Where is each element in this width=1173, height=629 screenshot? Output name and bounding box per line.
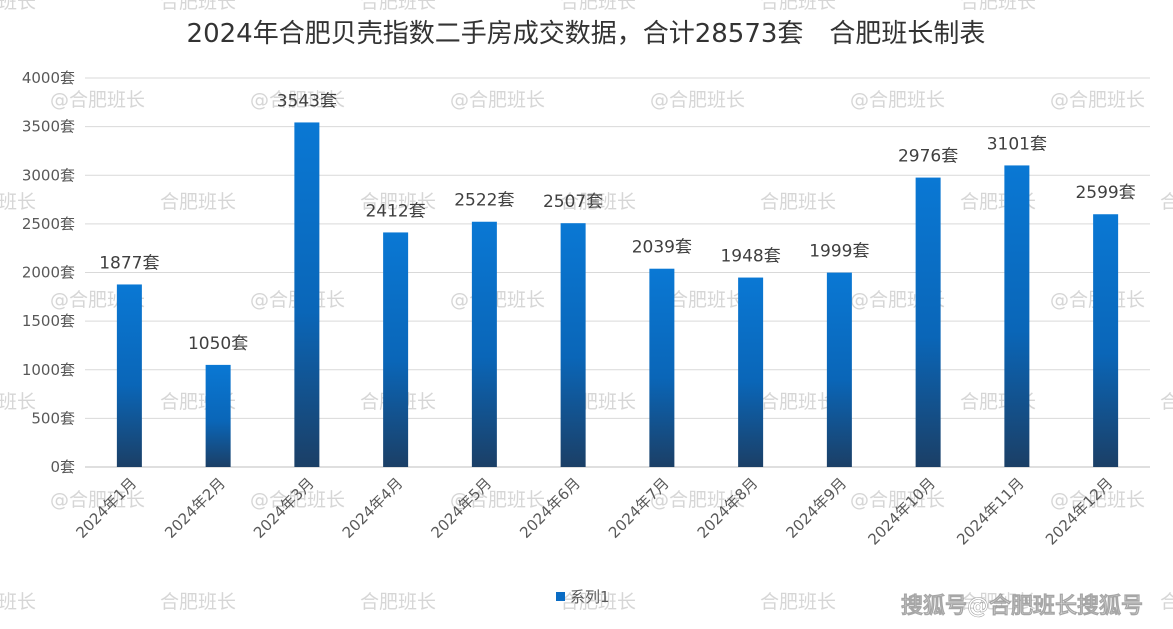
watermark-text: 合肥班长 [360, 591, 436, 613]
watermark-text: 合肥班长 [0, 0, 36, 13]
chart-title: 2024年合肥贝壳指数二手房成交数据，合计28573套 合肥班长制表 [187, 19, 986, 49]
data-label: 3543套 [277, 91, 337, 111]
watermark-text: 合肥班长 [1160, 591, 1173, 613]
data-label: 1948套 [720, 247, 780, 267]
data-label: 2976套 [898, 147, 958, 167]
watermark-text: @合肥班长 [850, 489, 945, 511]
watermark-text: 合肥班长 [760, 0, 836, 13]
watermark-text: @合肥班长 [650, 489, 745, 511]
bar [649, 268, 675, 467]
y-tick-label: 500套 [31, 409, 75, 427]
watermark-text: 合肥班长 [0, 191, 36, 213]
watermark-text: 合肥班长 [1160, 391, 1173, 413]
bar [826, 272, 852, 467]
data-labels: 1877套 1050套 3543套 2412套 2522套 2507套 2039套 1948套… [99, 91, 1136, 353]
watermark-text: 合肥班长 [960, 591, 1036, 613]
data-label: 1877套 [99, 253, 159, 273]
watermark-text: @合肥班长 [450, 89, 545, 111]
bar [1004, 165, 1030, 468]
bar [738, 277, 764, 467]
bar [915, 177, 941, 468]
watermark-text: @合肥班长 [50, 489, 145, 511]
watermark-text: @合肥班长 [850, 89, 945, 111]
watermark-text: @合肥班长 [450, 289, 545, 311]
watermark-text: 合肥班长 [760, 191, 836, 213]
data-label: 2412套 [365, 201, 425, 221]
bar [560, 223, 586, 467]
watermark-text: 合肥班长 [360, 191, 436, 213]
y-tick-label: 2500套 [22, 215, 75, 233]
watermark-text: @合肥班长 [450, 489, 545, 511]
y-tick-label: 0套 [50, 458, 75, 476]
legend-swatch [556, 592, 565, 601]
watermark-text: @合肥班长 [250, 89, 345, 111]
watermark-text: 合肥班长 [0, 591, 36, 613]
watermark-text: 合肥班长 [160, 191, 236, 213]
y-tick-label: 3000套 [22, 166, 75, 184]
y-tick-label: 3500套 [22, 118, 75, 136]
watermark-text: 合肥班长 [160, 0, 236, 13]
x-tick-label: 2024年10月 [865, 474, 939, 548]
data-label: 1999套 [809, 242, 869, 262]
y-axis-ticks: 0套 500套 1000套 1500套 2000套 2500套 3000套 3500套 4000… [22, 69, 75, 476]
bar [471, 221, 497, 467]
legend: 系列1 [556, 588, 610, 606]
bar [1093, 214, 1119, 467]
y-tick-label: 2000套 [22, 264, 75, 282]
source-badge: 搜狐号@合肥班长搜狐号 [901, 593, 1144, 620]
watermark-text: 合肥班长 [1160, 191, 1173, 213]
watermark-text: @合肥班长 [650, 89, 745, 111]
source-badge-text: 搜狐号@合肥班长搜狐号 [901, 593, 1143, 619]
data-label: 3101套 [987, 134, 1047, 154]
bars [116, 122, 1119, 468]
watermark-text: @合肥班长 [1050, 89, 1145, 111]
bar [116, 284, 142, 467]
watermark-text: 合肥班长 [560, 591, 636, 613]
watermark-text: 合肥班长 [560, 0, 636, 13]
y-tick-label: 1500套 [22, 312, 75, 330]
gridlines [85, 77, 1150, 419]
watermark-text: 合肥班长 [160, 591, 236, 613]
watermark-text: 合肥班长 [360, 0, 436, 13]
data-label: 2507套 [543, 192, 603, 212]
bar [383, 232, 409, 467]
x-axis-ticks: 2024年1月 2024年2月 2024年3月 2024年4月 2024年5月 2024年… [73, 474, 1117, 548]
y-tick-label: 1000套 [22, 361, 75, 379]
bar [205, 364, 231, 467]
watermark-text: @合肥班长 [250, 489, 345, 511]
watermark-text: 合肥班长 [0, 391, 36, 413]
x-tick-label: 2024年2月 [161, 474, 229, 542]
watermark-text: 合肥班长 [760, 391, 836, 413]
y-tick-label: 4000套 [22, 69, 75, 87]
x-tick-label: 2024年4月 [339, 474, 407, 542]
watermark-text: 合肥班长 [960, 0, 1036, 13]
x-tick-label: 2024年11月 [953, 474, 1027, 548]
x-tick-label: 2024年12月 [1042, 474, 1116, 548]
watermark-text: @合肥班长 [1050, 489, 1145, 511]
x-tick-label: 2024年9月 [783, 474, 851, 542]
data-label: 2522套 [454, 191, 514, 211]
watermark-text: @合肥班长 [50, 89, 145, 111]
data-label: 1050套 [188, 334, 248, 354]
data-label: 2599套 [1075, 183, 1135, 203]
bar [294, 122, 320, 468]
legend-label: 系列1 [570, 588, 610, 606]
watermark-text: 合肥班长 [760, 591, 836, 613]
watermark-text: 合肥班长 [560, 191, 636, 213]
data-label: 2039套 [632, 238, 692, 258]
